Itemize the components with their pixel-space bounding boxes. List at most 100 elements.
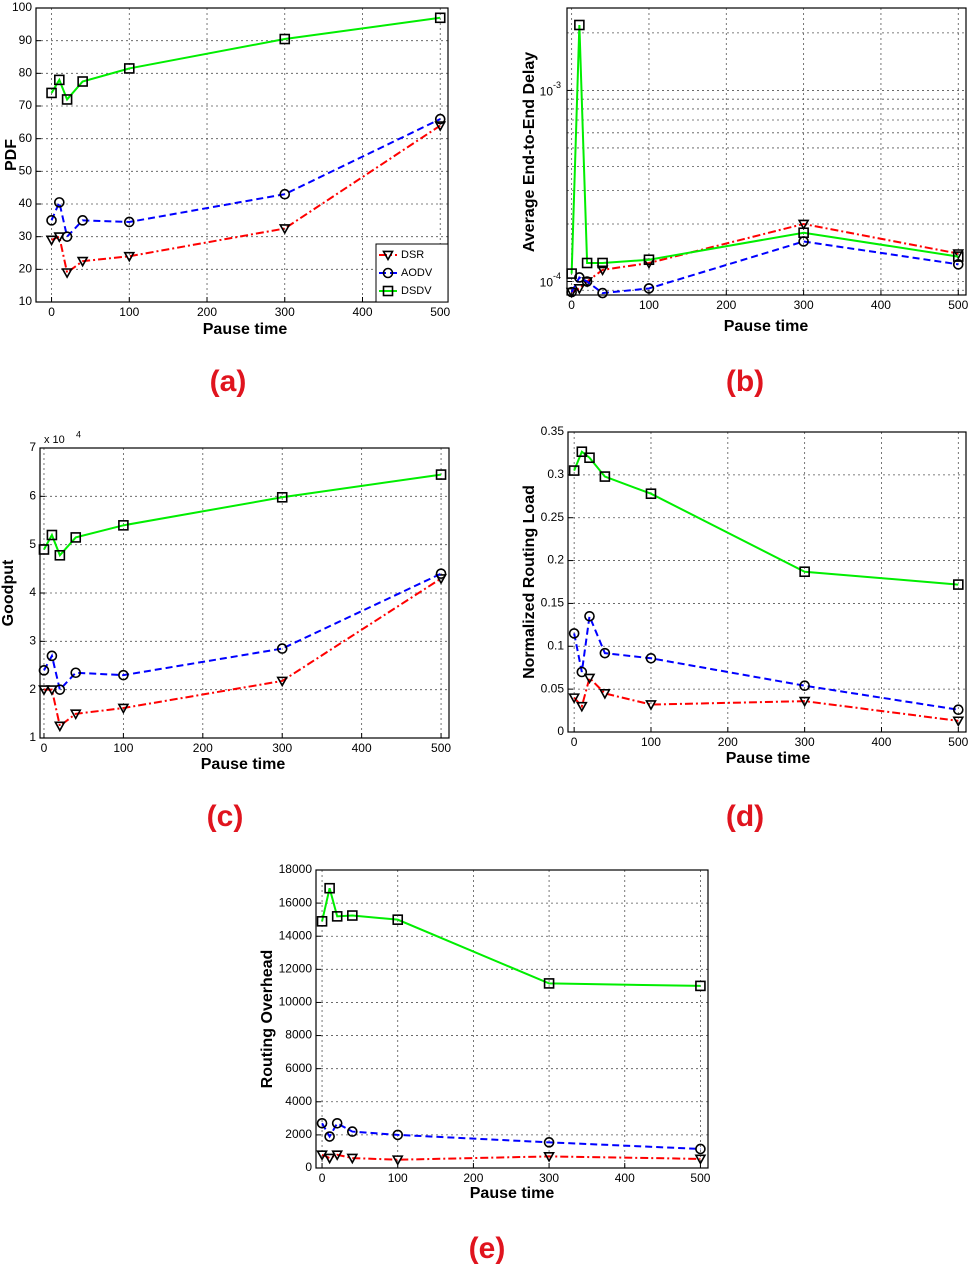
marker: [123, 216, 135, 228]
caption: (d): [726, 800, 764, 833]
y-tick-label: 4000: [285, 1094, 312, 1108]
chart: 0 100 200 300 400 500 0 0.05 0.1 0.15 0.2 0.25 0.3 0.…: [521, 424, 968, 833]
y-tick-label: 70: [19, 98, 33, 112]
x-tick-label: 200: [718, 735, 738, 749]
marker: [123, 63, 135, 74]
marker: [645, 488, 657, 500]
marker: [576, 666, 588, 678]
y-tick-label: 0.15: [541, 596, 565, 610]
x-tick-label: 500: [690, 1171, 710, 1185]
marker: [45, 235, 58, 247]
y-tick-label: 0: [557, 724, 564, 738]
y-tick-label: 0.05: [541, 681, 565, 695]
caption: (a): [210, 365, 247, 398]
marker: [77, 215, 88, 226]
y-tick-label: 60: [19, 131, 33, 145]
plot-frame: [35, 7, 449, 303]
x-tick-label: 300: [795, 735, 815, 749]
y-axis-label: Average End-to-End Delay: [521, 52, 538, 252]
x-tick-label: 500: [431, 741, 451, 755]
marker: [46, 529, 58, 541]
x-axis-label: Pause time: [726, 750, 811, 767]
y-tick-exponent: -3: [553, 80, 561, 90]
marker: [53, 232, 66, 243]
series-line: [321, 887, 701, 987]
y-tick-label: 8000: [285, 1028, 312, 1042]
marker: [70, 667, 82, 679]
marker: [391, 1155, 404, 1166]
y-multiplier-exponent: 4: [76, 429, 81, 439]
y-tick-label: 0.2: [547, 553, 564, 567]
marker: [565, 287, 578, 299]
marker: [46, 215, 57, 226]
x-tick-label: 400: [615, 1171, 635, 1185]
marker: [276, 491, 288, 503]
marker: [799, 680, 810, 692]
marker: [382, 250, 394, 262]
y-tick-label: 5: [29, 537, 36, 551]
marker: [799, 566, 810, 578]
y-tick-label: 30: [19, 229, 33, 243]
marker: [584, 610, 595, 622]
y-axis-label: Routing Overhead: [259, 950, 276, 1089]
marker: [434, 121, 447, 132]
y-tick-label: 2000: [285, 1127, 312, 1141]
marker: [643, 283, 655, 294]
marker: [798, 696, 811, 708]
x-tick-label: 100: [639, 298, 659, 312]
x-tick-label: 100: [641, 735, 661, 749]
chart: 0 100 200 300 400 500 10 20 30 40 50 60 70 80 90 100 DSR…: [3, 0, 450, 398]
marker: [581, 276, 593, 287]
y-tick-label: 10: [540, 85, 554, 99]
series-line: [570, 24, 959, 274]
marker: [70, 532, 82, 543]
series-line: [571, 222, 959, 294]
x-axis-label: Pause time: [203, 321, 288, 338]
marker: [117, 703, 130, 715]
plot-frame: [567, 431, 967, 733]
marker: [316, 1150, 328, 1161]
marker: [566, 286, 577, 298]
y-tick-label: 10: [19, 294, 33, 308]
y-axis-label: Goodput: [0, 559, 17, 626]
marker: [61, 231, 73, 242]
marker: [584, 452, 595, 464]
series-line: [570, 240, 959, 295]
legend-label: AODV: [401, 267, 433, 279]
marker: [53, 721, 66, 733]
marker: [54, 197, 65, 208]
marker: [566, 268, 577, 279]
y-tick-label: 0.25: [541, 510, 565, 524]
marker: [645, 652, 657, 664]
series-line: [50, 118, 441, 239]
plot-area: [316, 870, 708, 1168]
x-tick-label: 100: [119, 305, 139, 319]
marker: [568, 465, 580, 476]
marker: [382, 285, 394, 297]
marker: [392, 1129, 404, 1141]
y-tick-label: 10000: [279, 995, 313, 1009]
marker: [574, 19, 585, 31]
chart: 0 100 200 300 400 500 1 2 3 4 5 6 7 x 10 4 Pause time Go…: [0, 429, 451, 833]
marker: [953, 704, 964, 716]
marker: [573, 284, 586, 295]
series-line: [43, 577, 442, 728]
marker: [575, 701, 588, 713]
marker: [392, 914, 404, 925]
y-tick-label: 10: [540, 276, 554, 290]
x-tick-label: 100: [388, 1171, 408, 1185]
marker: [279, 33, 291, 45]
series-line: [573, 676, 959, 722]
y-tick-label: 20: [19, 262, 33, 276]
marker: [324, 1131, 335, 1142]
x-tick-label: 400: [871, 735, 891, 749]
legend-label: DSDV: [401, 285, 432, 297]
marker: [952, 259, 964, 270]
marker: [69, 709, 82, 720]
series-line: [321, 1121, 701, 1150]
chart: 0 100 200 300 400 500 0 2000 4000 6000 8000 10000 12…: [259, 862, 711, 1265]
marker: [54, 684, 66, 695]
marker: [596, 265, 609, 277]
